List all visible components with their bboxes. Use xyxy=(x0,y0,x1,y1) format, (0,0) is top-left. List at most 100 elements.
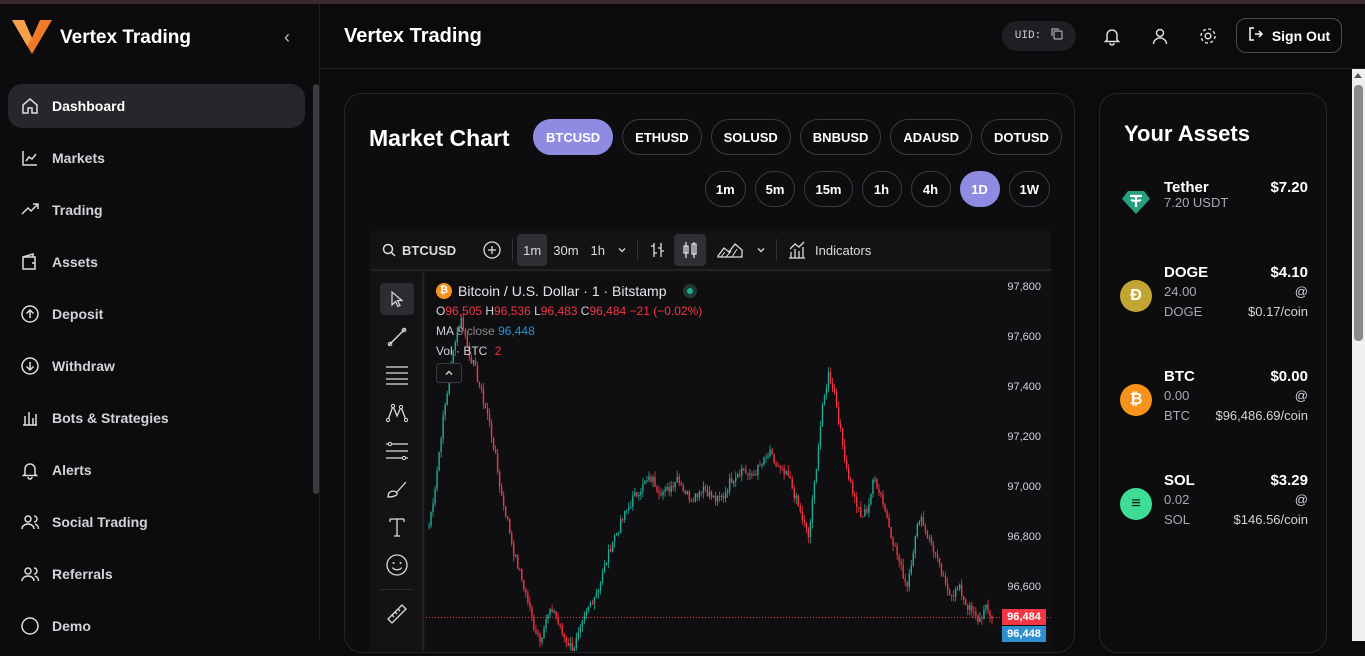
timeframe-button-1w[interactable]: 1W xyxy=(1008,171,1050,207)
asset-row-tether[interactable]: Tether $7.20 7.20 USDT xyxy=(1120,179,1308,239)
search-icon xyxy=(382,243,396,257)
page-scrollbar[interactable] xyxy=(1352,69,1365,641)
candle-body xyxy=(956,588,959,590)
candles-style-icon[interactable] xyxy=(674,234,706,266)
cursor-tool-icon[interactable] xyxy=(380,283,414,315)
candle-body xyxy=(823,394,826,404)
sidebar-item-withdraw[interactable]: Withdraw xyxy=(8,344,305,388)
candle-body xyxy=(549,608,551,616)
candle-body xyxy=(977,615,979,623)
sidebar-item-bots-strategies[interactable]: Bots & Strategies xyxy=(8,396,305,440)
text-tool-icon[interactable] xyxy=(380,511,414,543)
sign-out-button[interactable]: Sign Out xyxy=(1236,18,1342,53)
timeframe-button-1h[interactable]: 1h xyxy=(861,171,902,207)
candle-body xyxy=(958,584,961,589)
sidebar-item-label: Alerts xyxy=(52,462,92,478)
pair-button-ethusd[interactable]: ETHUSD xyxy=(622,119,702,155)
fib-tool-icon[interactable] xyxy=(380,435,414,467)
sidebar-item-trading[interactable]: Trading xyxy=(8,188,305,232)
sidebar-item-dashboard[interactable]: Dashboard xyxy=(8,84,305,128)
sidebar-item-deposit[interactable]: Deposit xyxy=(8,292,305,336)
ruler-tool-icon[interactable] xyxy=(380,598,414,630)
indicators-button[interactable]: Indicators xyxy=(781,234,877,266)
pattern-tool-icon[interactable] xyxy=(380,397,414,429)
page-scroll-thumb[interactable] xyxy=(1354,85,1363,341)
candle-body xyxy=(634,492,636,497)
timeframe-button-15m[interactable]: 15m xyxy=(804,171,853,207)
candle-body xyxy=(646,480,648,482)
pair-button-dotusd[interactable]: DOTUSD xyxy=(981,119,1062,155)
candle-body xyxy=(704,486,707,489)
toolbar-divider xyxy=(637,239,638,261)
ohlc-change: −21 (−0.02%) xyxy=(629,304,703,318)
candle-body xyxy=(581,620,584,627)
sidebar-item-alerts[interactable]: Alerts xyxy=(8,448,305,492)
collapse-sidebar-icon[interactable]: ‹ xyxy=(284,26,290,47)
bar-style-icon[interactable] xyxy=(642,234,674,266)
candle-body xyxy=(829,372,832,384)
candle-body xyxy=(446,393,448,405)
horizontal-lines-tool-icon[interactable] xyxy=(380,359,414,391)
uid-badge[interactable]: UID: xyxy=(1002,21,1076,51)
asset-amount: 0.00 xyxy=(1164,388,1190,403)
candle-body xyxy=(765,456,767,458)
gear-icon[interactable] xyxy=(1196,24,1220,48)
sidebar-item-markets[interactable]: Markets xyxy=(8,136,305,180)
asset-value: $7.20 xyxy=(1270,179,1308,196)
timeframe-button-1d[interactable]: 1D xyxy=(959,171,1000,207)
area-style-icon[interactable] xyxy=(710,234,750,266)
candle-body xyxy=(442,415,444,439)
sidebar-item-assets[interactable]: Assets xyxy=(8,240,305,284)
asset-row-sol[interactable]: ≡ SOL $3.29 0.02 @ SOL $146.56/coin xyxy=(1120,472,1308,532)
candle-body xyxy=(617,532,620,534)
pair-button-bnbusd[interactable]: BNBUSD xyxy=(799,119,882,155)
candle-body xyxy=(821,403,824,427)
asset-at-symbol: @ xyxy=(1294,388,1308,403)
candle-body xyxy=(523,580,525,590)
sidebar-item-demo[interactable]: Demo xyxy=(8,604,305,648)
compare-add-button[interactable] xyxy=(476,234,508,266)
candle-body xyxy=(852,482,854,495)
timeframe-button-5m[interactable]: 5m xyxy=(754,171,796,207)
pair-button-adausd[interactable]: ADAUSD xyxy=(890,119,973,155)
timeframe-button-4h[interactable]: 4h xyxy=(910,171,951,207)
candlestick-chart xyxy=(426,314,1051,651)
asset-row-btc[interactable]: ₿ BTC $0.00 0.00 @ BTC $96,486.69/coin xyxy=(1120,368,1308,428)
scroll-up-icon[interactable] xyxy=(1354,73,1362,78)
candle-body xyxy=(506,516,509,519)
solana-icon: ≡ xyxy=(1120,488,1152,520)
price-plot-area[interactable]: ₿ Bitcoin / U.S. Dollar · 1 · Bitstamp O… xyxy=(426,273,1051,651)
sidebar-item-social-trading[interactable]: Social Trading xyxy=(8,500,305,544)
user-icon[interactable] xyxy=(1148,24,1172,48)
asset-row-doge[interactable]: Ð DOGE $4.10 24.00 @ DOGE $0.17/coin xyxy=(1120,264,1308,324)
trading-chart-widget: BTCUSD 1m 30m 1h xyxy=(370,231,1051,651)
chart-symbol: BTCUSD xyxy=(402,242,457,258)
emoji-tool-icon[interactable] xyxy=(380,549,414,581)
y-tick-label: 96,800 xyxy=(1007,531,1041,544)
chart-type-dropdown-icon[interactable] xyxy=(750,234,772,266)
sidebar-item-label: Withdraw xyxy=(52,358,115,374)
pair-button-solusd[interactable]: SOLUSD xyxy=(710,119,791,155)
asset-amount: 7.20 USDT xyxy=(1164,195,1229,210)
symbol-search-button[interactable]: BTCUSD xyxy=(376,234,462,266)
sidebar-scrollbar[interactable] xyxy=(313,84,319,494)
brush-tool-icon[interactable] xyxy=(380,473,414,505)
trend-line-tool-icon[interactable] xyxy=(380,321,414,353)
candle-body xyxy=(971,605,973,612)
interval-dropdown-icon[interactable] xyxy=(611,234,633,266)
interval-button-1h[interactable]: 1h xyxy=(590,242,605,258)
bell-icon[interactable] xyxy=(1100,24,1124,48)
page-title: Vertex Trading xyxy=(344,25,482,47)
collapse-legend-icon[interactable] xyxy=(436,363,462,383)
logo[interactable]: Vertex Trading xyxy=(12,18,191,58)
copy-icon[interactable] xyxy=(1051,28,1063,44)
interval-button-30m[interactable]: 30m xyxy=(553,242,579,258)
candle-body xyxy=(551,608,553,613)
timeframe-button-1m[interactable]: 1m xyxy=(704,171,746,207)
candle-body xyxy=(787,471,789,477)
candle-body xyxy=(710,491,713,498)
pair-button-btcusd[interactable]: BTCUSD xyxy=(533,119,614,155)
volume-value: 2 xyxy=(494,344,502,358)
sidebar-item-referrals[interactable]: Referrals xyxy=(8,552,305,596)
interval-button-1m[interactable]: 1m xyxy=(517,234,548,266)
